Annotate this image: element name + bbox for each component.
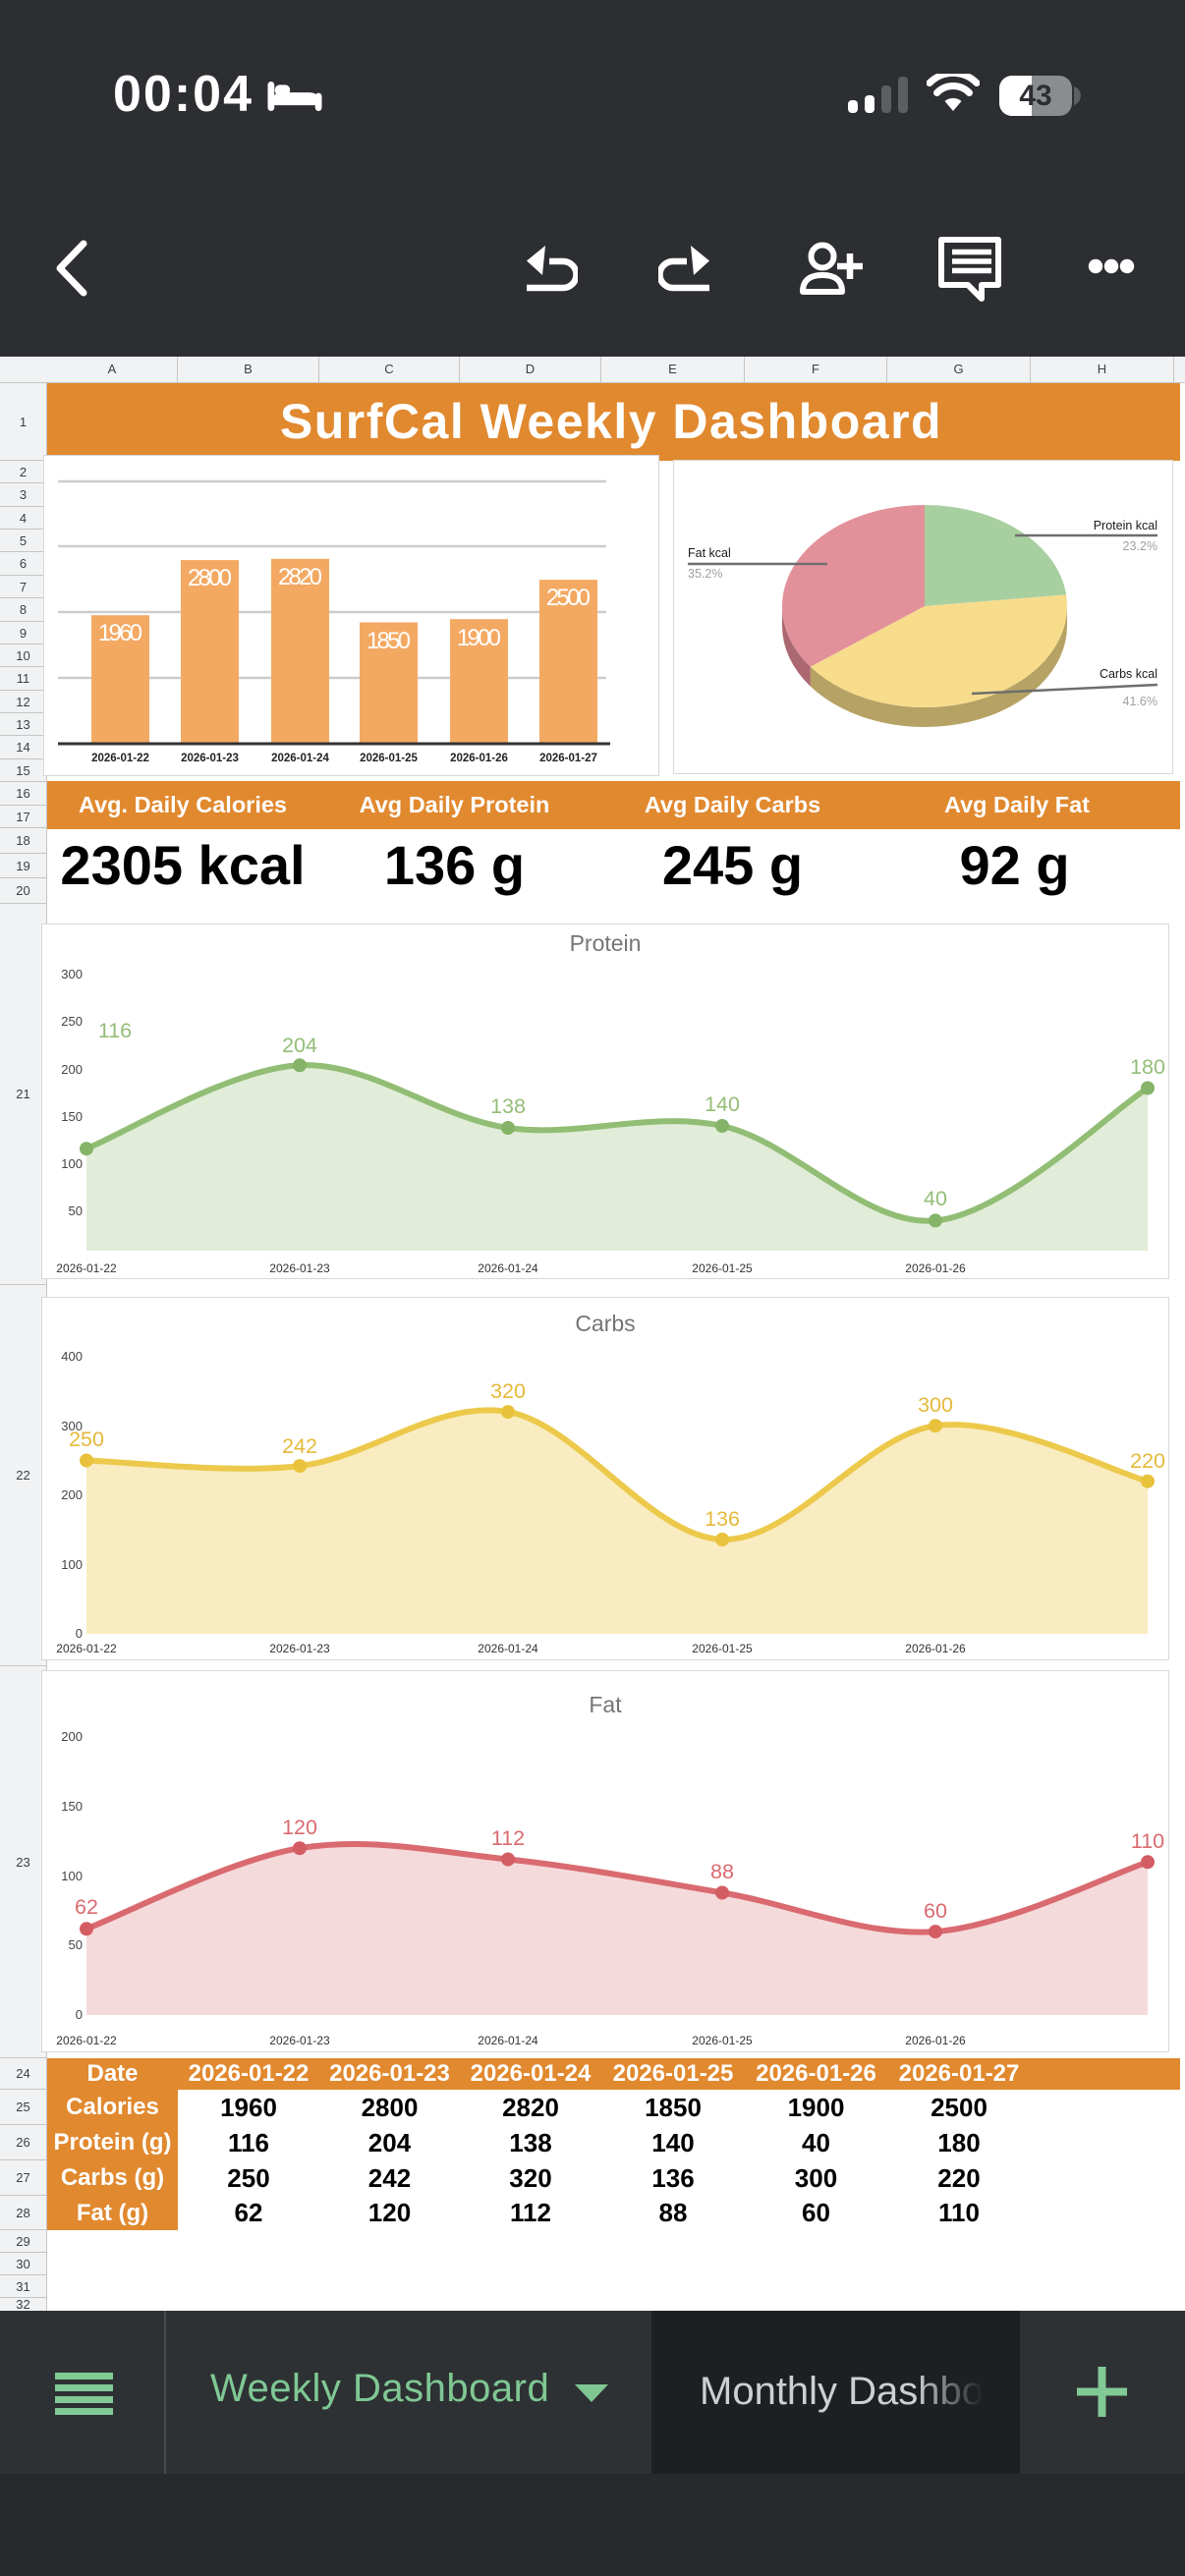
svg-text:2500: 2500 (546, 585, 591, 611)
svg-text:1960: 1960 (98, 620, 142, 646)
svg-text:2026-01-25: 2026-01-25 (692, 1261, 753, 1275)
svg-text:204: 204 (282, 1034, 317, 1057)
svg-text:60: 60 (924, 1899, 947, 1923)
svg-text:2026-01-26: 2026-01-26 (450, 753, 508, 764)
svg-text:35.2%: 35.2% (688, 567, 722, 581)
svg-text:2026-01-26: 2026-01-26 (905, 1642, 966, 1655)
svg-text:40: 40 (924, 1187, 947, 1210)
svg-text:100: 100 (61, 1557, 83, 1572)
svg-text:110: 110 (1131, 1829, 1164, 1853)
svg-text:150: 150 (61, 1799, 83, 1814)
svg-text:50: 50 (69, 1204, 83, 1218)
svg-text:2026-01-23: 2026-01-23 (181, 753, 239, 764)
svg-text:2800: 2800 (188, 565, 232, 591)
svg-text:220: 220 (1130, 1449, 1165, 1473)
svg-text:2026-01-23: 2026-01-23 (269, 1261, 330, 1275)
svg-text:138: 138 (490, 1094, 526, 1118)
svg-text:2026-01-25: 2026-01-25 (360, 753, 418, 764)
svg-text:2026-01-27: 2026-01-27 (539, 753, 597, 764)
svg-text:Carbs: Carbs (575, 1311, 635, 1336)
svg-text:2026-01-24: 2026-01-24 (478, 1261, 538, 1275)
svg-text:2026-01-22: 2026-01-22 (56, 1261, 117, 1275)
svg-text:2026-01-24: 2026-01-24 (478, 2034, 538, 2047)
svg-text:2026-01-22: 2026-01-22 (91, 753, 149, 764)
svg-text:2820: 2820 (278, 564, 322, 590)
svg-text:2026-01-25: 2026-01-25 (692, 2034, 753, 2047)
svg-text:41.6%: 41.6% (1123, 695, 1157, 708)
svg-text:1850: 1850 (367, 628, 411, 654)
svg-text:180: 180 (1130, 1055, 1165, 1079)
svg-text:136: 136 (705, 1507, 740, 1531)
svg-text:116: 116 (98, 1019, 132, 1042)
svg-text:0: 0 (76, 2007, 83, 2022)
svg-text:140: 140 (705, 1092, 740, 1116)
svg-text:2026-01-26: 2026-01-26 (905, 2034, 966, 2047)
svg-text:Fat kcal: Fat kcal (688, 546, 731, 560)
svg-text:0: 0 (76, 1626, 83, 1641)
svg-text:200: 200 (61, 1729, 83, 1744)
svg-text:2026-01-23: 2026-01-23 (269, 1642, 330, 1655)
svg-text:250: 250 (69, 1428, 104, 1451)
svg-text:320: 320 (490, 1379, 526, 1403)
svg-text:2026-01-22: 2026-01-22 (56, 1642, 117, 1655)
svg-text:150: 150 (61, 1109, 83, 1124)
svg-text:62: 62 (75, 1895, 98, 1919)
svg-text:2026-01-24: 2026-01-24 (478, 1642, 538, 1655)
svg-text:50: 50 (69, 1937, 83, 1952)
svg-text:100: 100 (61, 1869, 83, 1883)
svg-text:88: 88 (710, 1860, 734, 1883)
svg-text:2026-01-23: 2026-01-23 (269, 2034, 330, 2047)
svg-text:400: 400 (61, 1349, 83, 1364)
svg-text:2026-01-26: 2026-01-26 (905, 1261, 966, 1275)
svg-text:112: 112 (491, 1826, 525, 1850)
svg-text:200: 200 (61, 1487, 83, 1502)
svg-text:1900: 1900 (457, 625, 501, 651)
svg-text:23.2%: 23.2% (1123, 539, 1157, 553)
svg-text:120: 120 (282, 1816, 317, 1839)
svg-text:2026-01-25: 2026-01-25 (692, 1642, 753, 1655)
svg-text:2026-01-24: 2026-01-24 (271, 753, 329, 764)
svg-text:2026-01-22: 2026-01-22 (56, 2034, 117, 2047)
svg-text:200: 200 (61, 1062, 83, 1077)
svg-text:300: 300 (918, 1393, 953, 1417)
svg-text:Protein kcal: Protein kcal (1094, 519, 1157, 532)
svg-text:Fat: Fat (589, 1692, 622, 1717)
svg-text:Protein: Protein (570, 930, 642, 956)
svg-text:300: 300 (61, 1419, 83, 1433)
svg-text:250: 250 (61, 1014, 83, 1029)
svg-text:300: 300 (61, 967, 83, 981)
svg-text:Carbs kcal: Carbs kcal (1100, 667, 1157, 681)
svg-text:100: 100 (61, 1156, 83, 1171)
svg-text:242: 242 (282, 1434, 317, 1458)
